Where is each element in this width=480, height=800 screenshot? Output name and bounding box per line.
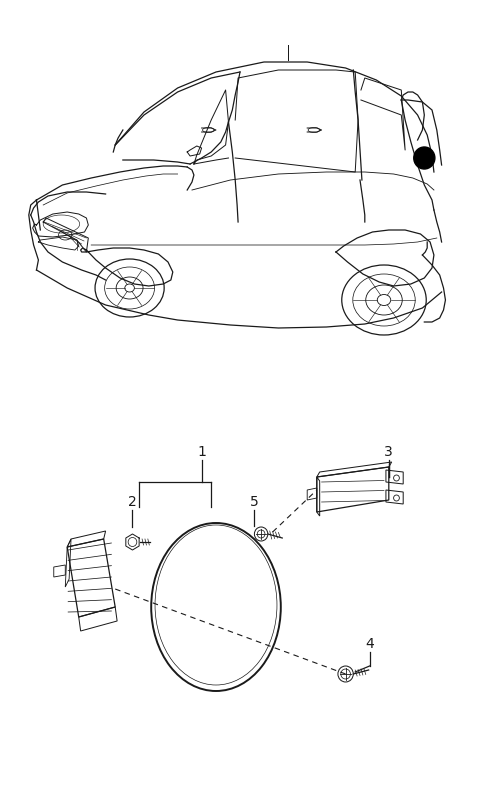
Text: 4: 4 — [365, 637, 374, 651]
Text: 1: 1 — [197, 445, 206, 459]
Text: 2: 2 — [128, 495, 137, 509]
Text: 3: 3 — [384, 445, 393, 459]
Text: 5: 5 — [250, 495, 259, 509]
Circle shape — [414, 147, 435, 169]
